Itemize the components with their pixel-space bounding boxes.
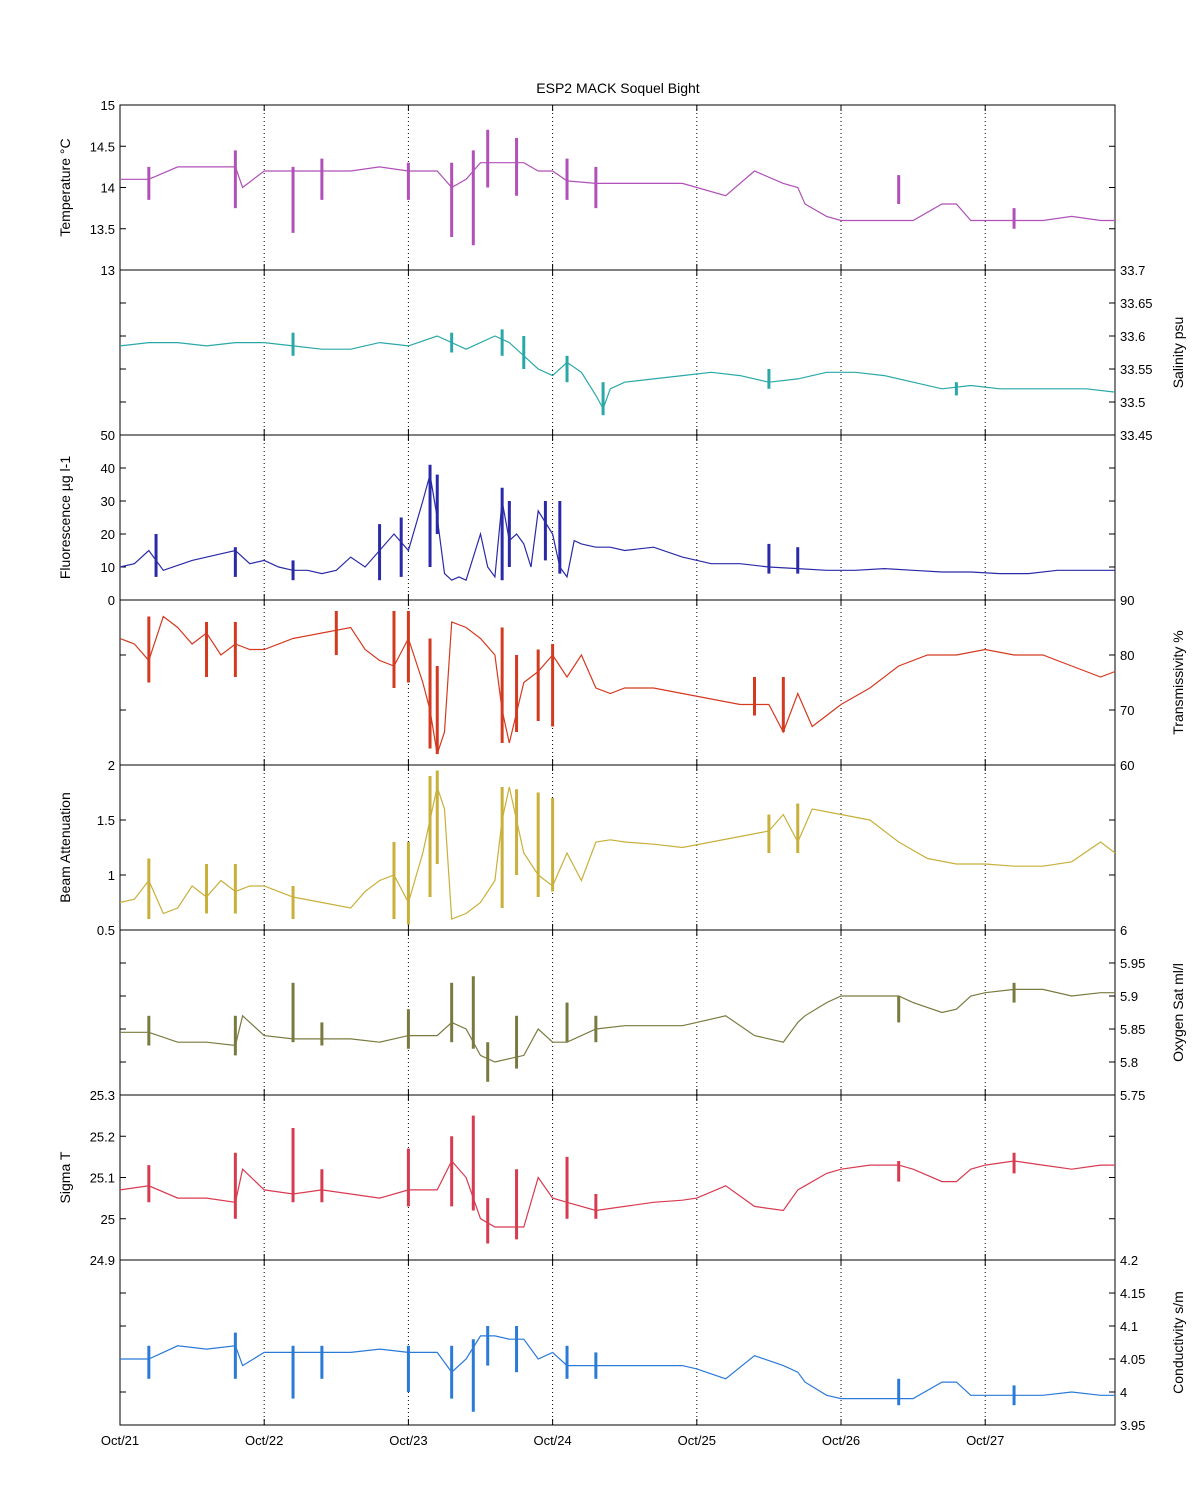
panel-beam_attenuation: 0.5 1 1.5 2 Beam Attenuation <box>57 758 1116 938</box>
y-tick-label: 25.1 <box>90 1171 115 1186</box>
panel-transmissivity: 60 70 80 90 Transmissivity % <box>119 593 1186 773</box>
y-axis-label: Transmissivity % <box>1170 630 1186 735</box>
y-tick-label: 3.95 <box>1120 1418 1145 1433</box>
y-tick-label: 33.55 <box>1120 362 1153 377</box>
y-tick-label: 14 <box>101 181 115 196</box>
series-line-fluorescence <box>119 474 1115 582</box>
axes-box <box>119 1094 1116 1261</box>
y-tick-label: 5.75 <box>1120 1088 1145 1103</box>
x-tick-label: Oct/23 <box>389 1433 427 1448</box>
axes-box <box>119 104 1116 271</box>
figure-title: ESP2 MACK Soquel Bight <box>536 80 700 96</box>
y-tick-label: 25 <box>101 1212 115 1227</box>
y-axis-label: Salinity psu <box>1170 317 1186 389</box>
y-tick-label: 30 <box>101 494 115 509</box>
axes-box <box>119 599 1116 766</box>
series-line-temperature <box>120 162 1115 222</box>
y-tick-label: 60 <box>1120 758 1134 773</box>
y-tick-label: 15 <box>101 98 115 113</box>
y-axis-label: Conductivity s/m <box>1170 1291 1186 1394</box>
y-tick-label: 25.2 <box>90 1129 115 1144</box>
y-tick-label: 50 <box>101 428 115 443</box>
y-tick-label: 33.65 <box>1120 296 1153 311</box>
y-tick-label: 4.1 <box>1120 1319 1138 1334</box>
x-tick-label: Oct/22 <box>245 1433 283 1448</box>
y-tick-label: 4.05 <box>1120 1352 1145 1367</box>
y-tick-label: 70 <box>1120 703 1134 718</box>
y-tick-label: 80 <box>1120 648 1134 663</box>
y-tick-label: 6 <box>1120 923 1127 938</box>
y-tick-label: 0 <box>108 593 115 608</box>
y-axis-label: Beam Attenuation <box>57 792 73 903</box>
x-tick-label: Oct/24 <box>533 1433 571 1448</box>
axes-box <box>119 1259 1116 1426</box>
axes-box <box>119 434 1116 601</box>
y-tick-label: 33.7 <box>1120 263 1145 278</box>
y-tick-label: 20 <box>101 527 115 542</box>
y-tick-label: 5.95 <box>1120 956 1145 971</box>
panel-salinity: 33.45 33.5 33.55 33.6 33.65 33.7 Salinity psu <box>119 263 1186 443</box>
y-tick-label: 33.6 <box>1120 329 1145 344</box>
y-tick-label: 1 <box>108 868 115 883</box>
panel-fluorescence: 0 10 20 30 40 50 Fluorescence µg l-1 <box>57 428 1116 608</box>
series-line-beam_attenuation <box>119 784 1116 920</box>
y-tick-label: 24.9 <box>90 1253 115 1268</box>
series-line-salinity <box>119 335 1116 411</box>
y-axis-label: Sigma T <box>57 1151 73 1203</box>
x-tick-label: Oct/25 <box>678 1433 716 1448</box>
y-axis-label: Oxygen Sat ml/l <box>1170 963 1186 1062</box>
y-tick-label: 25.3 <box>90 1088 115 1103</box>
y-tick-label: 40 <box>101 461 115 476</box>
y-tick-label: 4 <box>1120 1385 1127 1400</box>
series-line-oxygen_sat <box>120 988 1115 1063</box>
y-tick-label: 5.8 <box>1120 1055 1138 1070</box>
y-axis-label: Temperature °C <box>57 138 73 236</box>
y-tick-label: 5.9 <box>1120 989 1138 1004</box>
x-tick-label: Oct/21 <box>101 1433 139 1448</box>
y-tick-label: 33.5 <box>1120 395 1145 410</box>
y-tick-label: 13 <box>101 263 115 278</box>
panel-oxygen_sat: 5.75 5.8 5.85 5.9 5.95 6 Oxygen Sat ml/l <box>119 923 1186 1103</box>
axes-box <box>119 764 1116 931</box>
y-tick-label: 4.15 <box>1120 1286 1145 1301</box>
panel-sigma_t: 24.9 25 25.1 25.2 25.3 Sigma T <box>57 1088 1116 1268</box>
y-tick-label: 33.45 <box>1120 428 1153 443</box>
series-line-transmissivity <box>119 615 1116 755</box>
y-tick-label: 90 <box>1120 593 1134 608</box>
y-tick-label: 13.5 <box>90 222 115 237</box>
y-tick-label: 1.5 <box>97 813 115 828</box>
series-line-sigma_t <box>119 1159 1115 1228</box>
axes-box <box>119 269 1116 436</box>
panel-conductivity: 3.95 4 4.05 4.1 4.15 4.2 Conductivity s/m Oct/2… <box>101 1253 1186 1448</box>
y-tick-label: 2 <box>108 758 115 773</box>
x-tick-label: Oct/27 <box>966 1433 1004 1448</box>
y-tick-label: 10 <box>101 560 115 575</box>
y-axis-label: Fluorescence µg l-1 <box>57 456 73 579</box>
x-tick-label: Oct/26 <box>822 1433 860 1448</box>
panel-temperature: 13 13.5 14 14.5 15 Temperature °C <box>57 98 1116 278</box>
y-tick-label: 0.5 <box>97 923 115 938</box>
series-line-conductivity <box>120 1335 1115 1400</box>
y-tick-label: 5.85 <box>1120 1022 1145 1037</box>
y-tick-label: 4.2 <box>1120 1253 1138 1268</box>
y-tick-label: 14.5 <box>90 139 115 154</box>
axes-box <box>119 929 1116 1096</box>
